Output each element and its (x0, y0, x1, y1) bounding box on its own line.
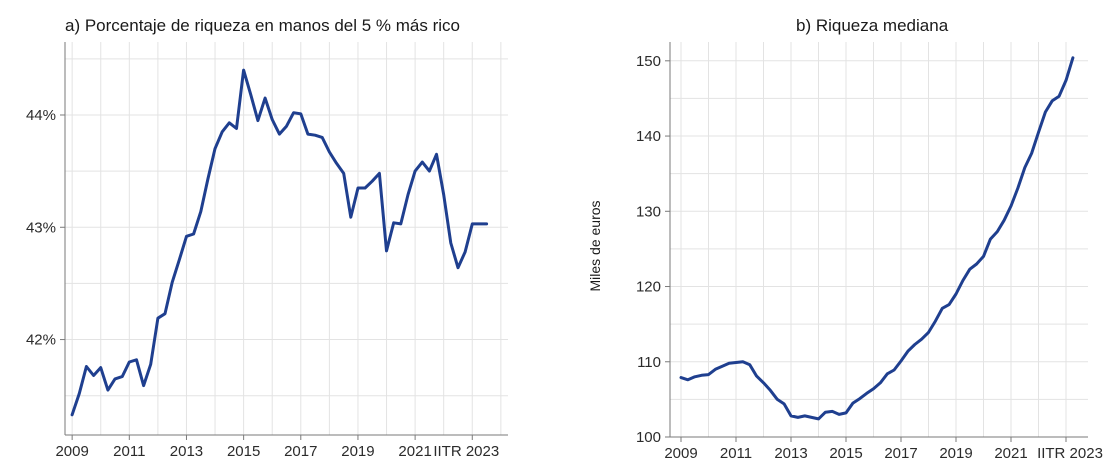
y-tick-label: 44% (26, 107, 56, 124)
x-tick-label: 2015 (227, 443, 260, 459)
x-tick-label: IITR 2023 (1037, 445, 1103, 459)
y-tick-label: 42% (26, 332, 56, 349)
y-tick-label: 43% (26, 219, 56, 236)
y-tick-label: 100 (636, 429, 661, 446)
x-tick-label: 2017 (284, 443, 317, 459)
chart-a-grid (65, 42, 508, 435)
chart-a-tick-labels: 42% 43% 44% 2009 2011 2013 2015 2017 2019 2021 IIT… (26, 107, 499, 459)
y-tick-label: 140 (636, 128, 661, 145)
chart-b-axes (665, 42, 1088, 442)
x-tick-label: 2021 (398, 443, 431, 459)
x-tick-label: 2013 (170, 443, 203, 459)
chart-b-title: b) Riqueza mediana (796, 16, 949, 35)
y-tick-label: 120 (636, 279, 661, 296)
x-tick-label: 2017 (884, 445, 917, 459)
chart-b-series-line (679, 56, 1075, 421)
x-tick-label: 2011 (113, 443, 145, 459)
x-tick-label: 2015 (829, 445, 862, 459)
chart-a-title: a) Porcentaje de riqueza en manos del 5 … (65, 16, 460, 35)
y-tick-label: 110 (637, 354, 661, 371)
chart-b-grid (670, 42, 1088, 438)
chart-b-tick-labels: 100 110 120 130 140 150 2009 2011 2013 2015 2017 20… (636, 53, 1103, 459)
chart-b-y-axis-label: Miles de euros (587, 200, 603, 291)
x-tick-label: 2011 (720, 445, 752, 459)
x-tick-label: 2009 (664, 445, 697, 459)
chart-a: a) Porcentaje de riqueza en manos del 5 … (26, 16, 508, 459)
x-tick-label: IITR 2023 (433, 443, 499, 459)
chart-a-series-line (70, 68, 489, 417)
x-tick-label: 2019 (341, 443, 374, 459)
chart-a-axes (60, 42, 508, 440)
y-tick-label: 130 (636, 203, 661, 220)
chart-b: b) Riqueza mediana Miles de euros 100 110… (587, 16, 1103, 459)
x-tick-label: 2009 (55, 443, 88, 459)
y-tick-label: 150 (636, 53, 661, 70)
x-tick-label: 2021 (994, 445, 1027, 459)
x-tick-label: 2013 (774, 445, 807, 459)
x-tick-label: 2019 (939, 445, 972, 459)
